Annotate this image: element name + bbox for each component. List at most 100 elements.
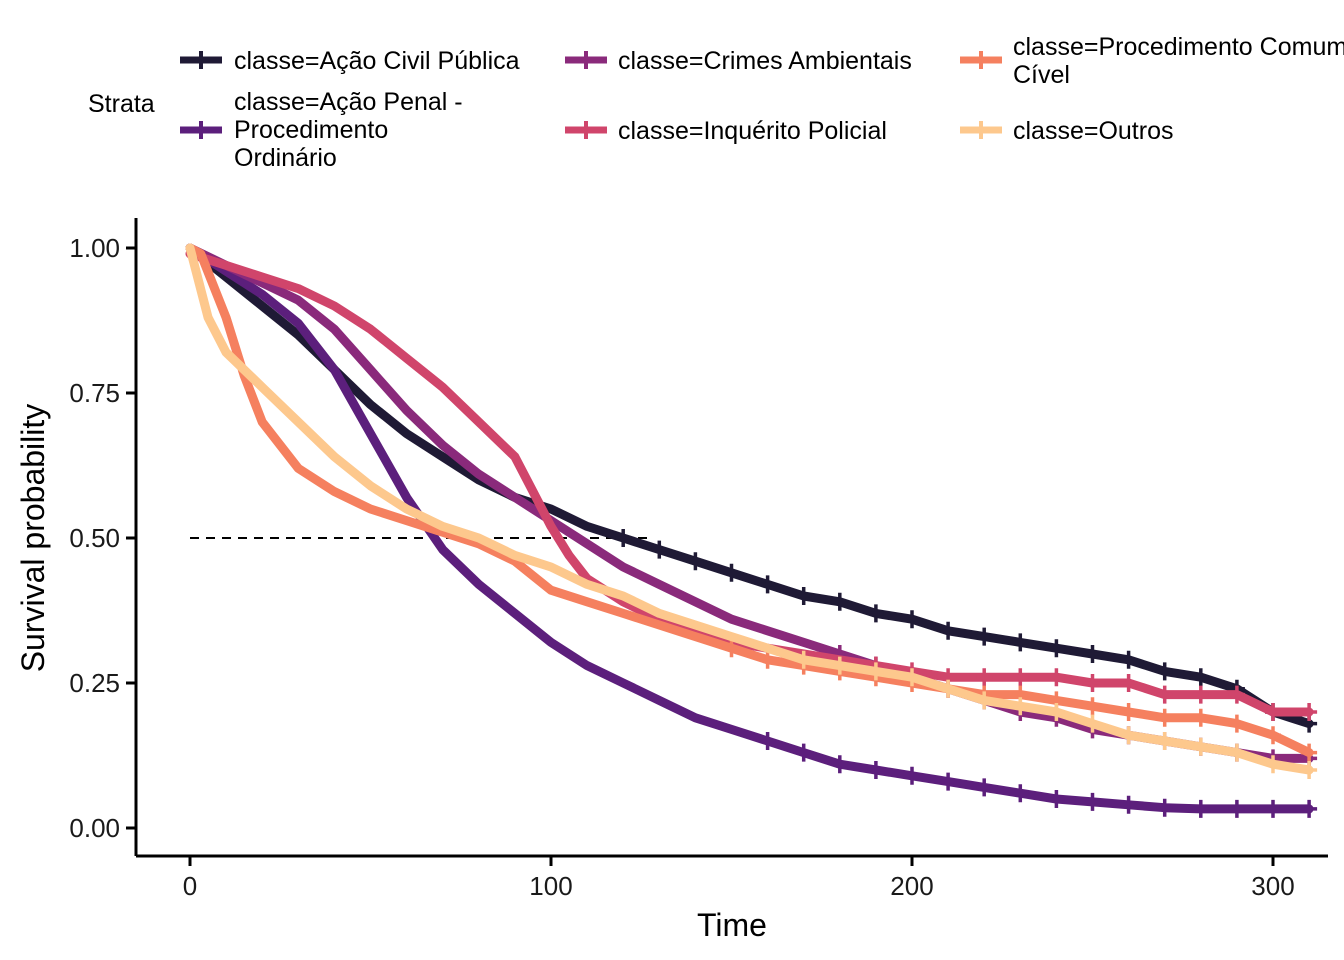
legend-title: Strata [88,90,155,118]
censor-mark [1084,645,1101,663]
y-axis-ticks: 0.00 0.25 0.50 0.75 1.00 [69,233,136,843]
legend-item: classe=Ação Civil Pública [180,47,520,75]
censor-mark [615,529,632,547]
y-tick-label: 0.25 [69,668,120,698]
x-tick-label: 300 [1251,871,1294,901]
censor-mark [1048,668,1065,687]
plot-area [185,243,1318,818]
x-tick-label: 0 [183,871,197,901]
censor-mark [976,691,993,710]
legend-key-censor [192,51,210,69]
censor-mark [1120,795,1137,814]
censor-mark [1156,732,1173,750]
censor-mark [831,755,848,774]
censor-mark [1192,737,1209,756]
legend-key-censor [972,121,990,139]
censor-mark [904,668,920,687]
censor-mark [1084,792,1101,811]
censor-mark [904,610,920,629]
censor-mark [1084,674,1101,692]
censor-mark [651,540,668,559]
censor-mark [1156,708,1173,727]
x-tick-label: 200 [890,871,933,901]
censor-mark [976,627,993,646]
censor-mark [976,668,993,687]
censor-mark [1012,697,1029,716]
series-4 [185,249,1318,721]
legend-key-censor [577,51,595,69]
censor-mark [1192,799,1209,818]
censor-mark [1120,650,1137,669]
series-1 [185,243,1318,733]
censor-mark [1048,703,1065,721]
censor-mark [940,679,957,698]
censor-mark [867,662,884,681]
censor-mark [1301,799,1318,818]
legend-label: classe=Ação Penal -Procedimento Ordinário [234,88,463,172]
legend-item: classe=Crimes Ambientais [565,47,912,75]
censor-mark [1265,755,1281,774]
series-6 [185,243,1318,779]
censor-mark [795,650,812,669]
censor-mark [831,656,848,675]
censor-mark [1301,743,1318,762]
censor-mark [723,563,740,582]
censor-mark [1012,668,1029,687]
series-2 [185,243,1318,818]
legend: Strata classe=Ação Civil Pública classe=A… [88,33,1344,172]
censor-mark [867,761,884,779]
censor-mark [867,604,884,623]
censor-mark [1192,668,1209,687]
censor-mark [940,772,957,791]
legend-item: classe=Ação Penal -Procedimento Ordinário [180,88,463,172]
legend-label: classe=Outros [1013,117,1174,145]
censor-mark [1012,633,1029,652]
y-axis-title: Survival probability [15,404,51,673]
censor-mark [1265,799,1281,818]
censor-mark [1120,674,1137,692]
censor-mark [1228,714,1245,733]
legend-key-censor [192,121,210,139]
series-line [185,243,1314,729]
y-tick-label: 0.00 [69,813,120,843]
series-group [185,243,1318,818]
censor-mark [1156,798,1173,817]
legend-label: classe=Crimes Ambientais [618,47,912,75]
y-tick-label: 0.50 [69,523,120,553]
censor-mark [1192,685,1209,704]
censor-mark [1048,790,1065,808]
censor-mark [1012,784,1029,803]
censor-mark [1265,726,1281,745]
censor-mark [795,743,812,762]
legend-label: classe=Procedimento Comum Cível [1013,33,1344,89]
censor-mark [1228,685,1245,704]
censor-mark [940,621,957,640]
censor-mark [1228,743,1245,762]
censor-mark [1265,703,1281,721]
censor-mark [723,639,740,658]
censor-mark [759,650,776,669]
legend-item: classe=Outros [960,117,1174,145]
x-axis-title: Time [697,907,767,943]
censor-mark [1084,697,1101,716]
legend-label: classe=Ação Civil Pública [234,47,520,75]
censor-mark [1120,726,1137,745]
censor-mark [904,766,920,785]
censor-mark [1048,639,1065,658]
legend-label: classe=Inquérito Policial [618,117,887,145]
censor-mark [1228,799,1245,818]
censor-mark [1156,662,1173,681]
x-tick-label: 100 [529,871,572,901]
censor-mark [1156,685,1173,704]
series-line [185,243,1314,775]
legend-item: classe=Inquérito Policial [565,117,887,145]
x-axis-ticks: 0 100 200 300 [183,856,1295,901]
y-tick-label: 0.75 [69,378,120,408]
legend-key-censor [972,51,990,69]
censor-mark [1192,708,1209,727]
y-tick-label: 1.00 [69,233,120,263]
censor-mark [759,575,776,594]
censor-mark [1301,761,1318,779]
censor-mark [759,732,776,750]
